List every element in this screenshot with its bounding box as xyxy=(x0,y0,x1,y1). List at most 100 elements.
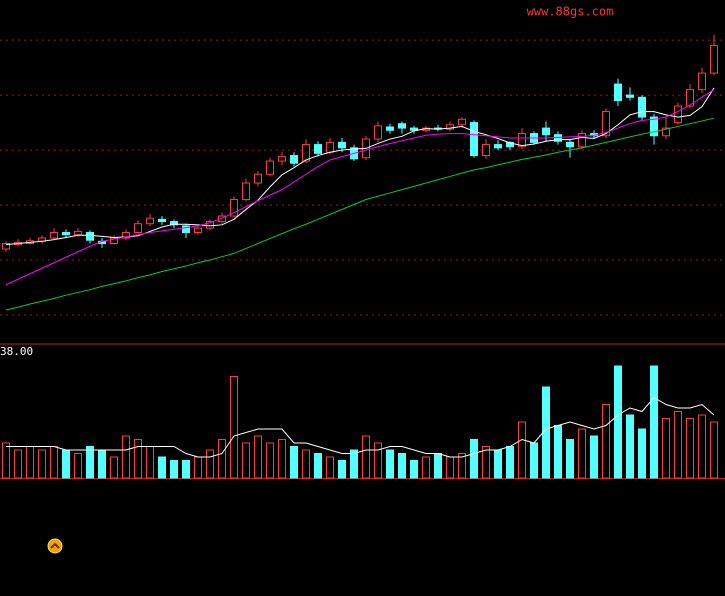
candle-body xyxy=(674,105,682,124)
volume-bar xyxy=(710,421,718,479)
candle-body xyxy=(182,225,190,234)
volume-bar xyxy=(338,460,346,479)
y-tick-label: 38.00 xyxy=(0,345,33,358)
volume-bar xyxy=(446,456,454,479)
candle-body xyxy=(602,111,610,137)
volume-bar xyxy=(554,425,562,479)
volume-bar xyxy=(134,439,142,479)
candle-body xyxy=(122,232,130,239)
volume-bar xyxy=(422,456,430,479)
volume-bar xyxy=(38,449,46,479)
volume-bar xyxy=(326,456,334,479)
volume-bar xyxy=(458,453,466,479)
candle-body xyxy=(458,118,466,126)
candle-body xyxy=(650,116,658,137)
volume-bar xyxy=(602,404,610,479)
volume-bar xyxy=(50,446,58,479)
ma-line xyxy=(6,396,715,458)
volume-bar xyxy=(506,446,514,479)
volume-bar xyxy=(698,414,706,479)
volume-bar xyxy=(398,453,406,479)
volume-bar xyxy=(266,442,274,479)
candle-body xyxy=(278,156,286,162)
candle-body xyxy=(542,127,550,136)
volume-bar xyxy=(566,439,574,479)
volume-bar xyxy=(374,442,382,479)
candle-body xyxy=(134,223,142,234)
volume-bar xyxy=(194,456,202,479)
candle-body xyxy=(146,217,154,225)
volume-bar xyxy=(110,456,118,479)
candle-body xyxy=(314,144,322,154)
volume-bar xyxy=(638,428,646,479)
candle-body xyxy=(374,125,382,140)
candle-body xyxy=(626,94,634,98)
volume-bar xyxy=(290,446,298,479)
nav-icon[interactable] xyxy=(47,538,63,554)
volume-bar xyxy=(2,442,10,479)
candle-body xyxy=(662,127,670,137)
volume-bar xyxy=(614,365,622,479)
candle-body xyxy=(338,141,346,149)
volume-bar xyxy=(314,453,322,479)
volume-bar xyxy=(146,446,154,479)
candle-body xyxy=(386,126,394,131)
volume-bar xyxy=(626,414,634,479)
volume-bar xyxy=(26,446,34,479)
volume-bar xyxy=(206,449,214,479)
candle-body xyxy=(290,155,298,164)
volume-bar xyxy=(362,435,370,479)
volume-bar xyxy=(302,449,310,479)
candle-body xyxy=(494,144,502,149)
volume-bar xyxy=(254,435,262,479)
volume-bar xyxy=(86,446,94,479)
candle-body xyxy=(266,160,274,175)
volume-bar xyxy=(650,365,658,479)
volume-bar xyxy=(410,460,418,479)
candle-body xyxy=(254,173,262,184)
volume-bar xyxy=(170,460,178,479)
candle-body xyxy=(302,144,310,162)
ma-line xyxy=(5,117,715,311)
candle-body xyxy=(470,122,478,157)
ma-line xyxy=(5,89,715,286)
candle-body xyxy=(206,221,214,229)
candle-body xyxy=(578,133,586,148)
volume-bar xyxy=(122,435,130,479)
candle-body xyxy=(686,89,694,107)
volume-bar xyxy=(242,442,250,479)
volume-bar xyxy=(590,435,598,479)
volume-bar xyxy=(218,439,226,479)
volume-bar xyxy=(482,446,490,479)
volume-bar xyxy=(230,376,238,479)
candle-body xyxy=(398,123,406,129)
candle-body xyxy=(242,182,250,201)
candle-body xyxy=(2,243,10,250)
candle-body xyxy=(50,232,58,239)
volume-bar xyxy=(98,449,106,479)
candle-body xyxy=(638,96,646,118)
candle-body xyxy=(74,230,82,236)
volume-bar xyxy=(74,453,82,479)
candle-body xyxy=(62,232,70,236)
volume-bar xyxy=(686,418,694,479)
candle-body xyxy=(158,218,166,223)
candle-body xyxy=(518,133,526,148)
candle-body xyxy=(566,141,574,148)
volume-bar xyxy=(182,460,190,479)
candle-body xyxy=(446,124,454,130)
candle-body xyxy=(218,215,226,223)
volume-bar xyxy=(14,449,22,479)
candle-body xyxy=(194,227,202,234)
volume-bar xyxy=(386,449,394,479)
candle-body xyxy=(506,141,514,148)
candle-body xyxy=(482,144,490,157)
volume-bar xyxy=(158,456,166,479)
candle-body xyxy=(110,237,118,245)
volume-bar xyxy=(62,449,70,479)
volume-bar xyxy=(578,428,586,479)
candle-body xyxy=(410,127,418,131)
volume-bar xyxy=(662,418,670,479)
